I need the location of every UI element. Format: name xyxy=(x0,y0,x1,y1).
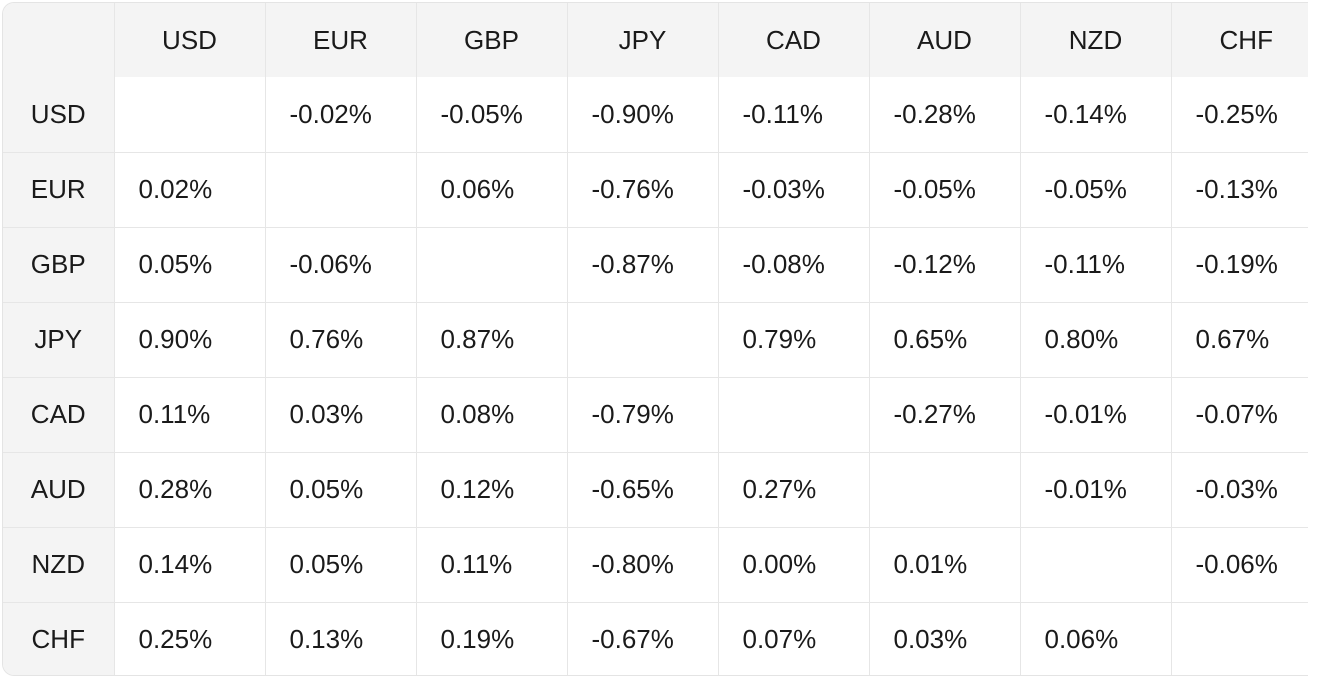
cell-aud-aud xyxy=(869,452,1021,528)
heatmap-grid: USD EUR GBP JPY CAD AUD NZD CHF USD -0.02% -0.05%… xyxy=(3,3,1308,675)
column-header-jpy: JPY xyxy=(567,3,719,77)
cell-nzd-gbp: 0.11% xyxy=(416,527,568,603)
cell-chf-jpy: -0.67% xyxy=(567,602,719,675)
cell-jpy-aud: 0.65% xyxy=(869,302,1021,378)
row-header-aud: AUD xyxy=(3,452,115,528)
table-row-aud: AUD 0.28% 0.05% 0.12% -0.65% 0.27% -0.01% -0.03… xyxy=(3,452,1308,528)
table-row-chf: CHF 0.25% 0.13% 0.19% -0.67% 0.07% 0.03% 0.06% xyxy=(3,602,1308,675)
cell-gbp-gbp xyxy=(416,227,568,303)
table-row-jpy: JPY 0.90% 0.76% 0.87% 0.79% 0.65% 0.80% 0.67% xyxy=(3,302,1308,378)
cell-jpy-usd: 0.90% xyxy=(114,302,266,378)
cell-cad-cad xyxy=(718,377,870,453)
corner-cell xyxy=(3,3,115,77)
row-header-cad: CAD xyxy=(3,377,115,453)
cell-gbp-jpy: -0.87% xyxy=(567,227,719,303)
cell-chf-aud: 0.03% xyxy=(869,602,1021,675)
cell-cad-gbp: 0.08% xyxy=(416,377,568,453)
cell-jpy-cad: 0.79% xyxy=(718,302,870,378)
cell-usd-eur: -0.02% xyxy=(265,77,417,153)
cell-cad-chf: -0.07% xyxy=(1171,377,1308,453)
cell-aud-usd: 0.28% xyxy=(114,452,266,528)
column-header-row: USD EUR GBP JPY CAD AUD NZD CHF xyxy=(3,3,1308,77)
cell-cad-eur: 0.03% xyxy=(265,377,417,453)
cell-gbp-aud: -0.12% xyxy=(869,227,1021,303)
cell-jpy-nzd: 0.80% xyxy=(1020,302,1172,378)
column-header-gbp: GBP xyxy=(416,3,568,77)
cell-nzd-cad: 0.00% xyxy=(718,527,870,603)
row-header-eur: EUR xyxy=(3,152,115,228)
cell-eur-gbp: 0.06% xyxy=(416,152,568,228)
table-row-usd: USD -0.02% -0.05% -0.90% -0.11% -0.28% -0.14% -… xyxy=(3,77,1308,153)
row-header-nzd: NZD xyxy=(3,527,115,603)
table-body: USD -0.02% -0.05% -0.90% -0.11% -0.28% -0.14% -… xyxy=(3,77,1308,675)
column-header-cad: CAD xyxy=(718,3,870,77)
cell-nzd-aud: 0.01% xyxy=(869,527,1021,603)
cell-usd-usd xyxy=(114,77,266,153)
cell-jpy-jpy xyxy=(567,302,719,378)
cell-usd-cad: -0.11% xyxy=(718,77,870,153)
cell-usd-aud: -0.28% xyxy=(869,77,1021,153)
cell-eur-eur xyxy=(265,152,417,228)
cell-eur-jpy: -0.76% xyxy=(567,152,719,228)
row-header-gbp: GBP xyxy=(3,227,115,303)
cell-aud-eur: 0.05% xyxy=(265,452,417,528)
cell-jpy-eur: 0.76% xyxy=(265,302,417,378)
cell-gbp-chf: -0.19% xyxy=(1171,227,1308,303)
cell-nzd-jpy: -0.80% xyxy=(567,527,719,603)
cell-aud-nzd: -0.01% xyxy=(1020,452,1172,528)
cell-chf-chf xyxy=(1171,602,1308,675)
table-row-nzd: NZD 0.14% 0.05% 0.11% -0.80% 0.00% 0.01% -0.06% xyxy=(3,527,1308,603)
column-header-chf: CHF xyxy=(1171,3,1308,77)
cell-jpy-gbp: 0.87% xyxy=(416,302,568,378)
cell-cad-usd: 0.11% xyxy=(114,377,266,453)
cell-cad-nzd: -0.01% xyxy=(1020,377,1172,453)
cell-aud-jpy: -0.65% xyxy=(567,452,719,528)
cell-eur-usd: 0.02% xyxy=(114,152,266,228)
cell-cad-jpy: -0.79% xyxy=(567,377,719,453)
cell-jpy-chf: 0.67% xyxy=(1171,302,1308,378)
cell-chf-usd: 0.25% xyxy=(114,602,266,675)
cell-usd-jpy: -0.90% xyxy=(567,77,719,153)
cell-aud-cad: 0.27% xyxy=(718,452,870,528)
cell-chf-eur: 0.13% xyxy=(265,602,417,675)
cell-aud-gbp: 0.12% xyxy=(416,452,568,528)
row-header-chf: CHF xyxy=(3,602,115,675)
column-header-eur: EUR xyxy=(265,3,417,77)
column-header-aud: AUD xyxy=(869,3,1021,77)
cell-eur-aud: -0.05% xyxy=(869,152,1021,228)
row-header-jpy: JPY xyxy=(3,302,115,378)
cell-nzd-usd: 0.14% xyxy=(114,527,266,603)
cell-gbp-eur: -0.06% xyxy=(265,227,417,303)
cell-eur-cad: -0.03% xyxy=(718,152,870,228)
cell-chf-gbp: 0.19% xyxy=(416,602,568,675)
cell-eur-nzd: -0.05% xyxy=(1020,152,1172,228)
table-row-cad: CAD 0.11% 0.03% 0.08% -0.79% -0.27% -0.01% -0.0… xyxy=(3,377,1308,453)
cell-nzd-nzd xyxy=(1020,527,1172,603)
cell-usd-gbp: -0.05% xyxy=(416,77,568,153)
cell-gbp-nzd: -0.11% xyxy=(1020,227,1172,303)
cell-aud-chf: -0.03% xyxy=(1171,452,1308,528)
cell-cad-aud: -0.27% xyxy=(869,377,1021,453)
cell-eur-chf: -0.13% xyxy=(1171,152,1308,228)
row-header-usd: USD xyxy=(3,77,115,153)
cell-nzd-chf: -0.06% xyxy=(1171,527,1308,603)
cell-usd-chf: -0.25% xyxy=(1171,77,1308,153)
cell-gbp-usd: 0.05% xyxy=(114,227,266,303)
cell-gbp-cad: -0.08% xyxy=(718,227,870,303)
cell-chf-cad: 0.07% xyxy=(718,602,870,675)
cell-chf-nzd: 0.06% xyxy=(1020,602,1172,675)
column-header-nzd: NZD xyxy=(1020,3,1172,77)
table-row-gbp: GBP 0.05% -0.06% -0.87% -0.08% -0.12% -0.11% -0… xyxy=(3,227,1308,303)
column-header-usd: USD xyxy=(114,3,266,77)
cell-nzd-eur: 0.05% xyxy=(265,527,417,603)
table-row-eur: EUR 0.02% 0.06% -0.76% -0.03% -0.05% -0.05% -0.… xyxy=(3,152,1308,228)
cell-usd-nzd: -0.14% xyxy=(1020,77,1172,153)
